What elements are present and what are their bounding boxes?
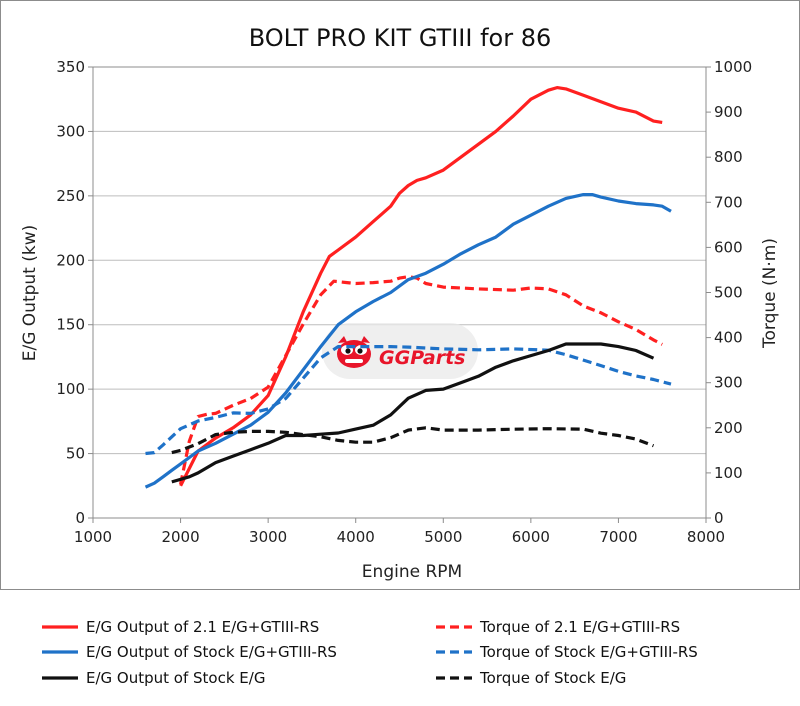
series-line-2 — [144, 193, 672, 489]
x-tick-label-4: 5000 — [424, 528, 462, 546]
series-line-5 — [171, 426, 655, 455]
legend-label-dashed-2: Torque of Stock E/G — [479, 669, 626, 687]
x-axis-title: Engine RPM — [362, 562, 462, 582]
legend-item-dashed-2: Torque of Stock E/G — [436, 669, 626, 687]
legend-item-dashed-0: Torque of 2.1 E/G+GTIII-RS — [436, 618, 680, 636]
y-right-tick-label-1: 100 — [714, 464, 743, 482]
plot-border — [92, 66, 707, 519]
x-tick-label-3: 4000 — [337, 528, 375, 546]
x-tick-label-1: 2000 — [161, 528, 199, 546]
legend-item-dashed-1: Torque of Stock E/G+GTIII-RS — [436, 643, 698, 661]
chart-title: BOLT PRO KIT GTIII for 86 — [249, 24, 552, 52]
y-right-tick-label-7: 700 — [714, 193, 743, 211]
legend-item-solid-1: E/G Output of Stock E/G+GTIII-RS — [42, 643, 337, 661]
y-axis-right-title: Torque (N·m) — [760, 238, 780, 349]
y-right-tick-label-8: 800 — [714, 148, 743, 166]
grid — [93, 66, 706, 519]
legend-label-solid-1: E/G Output of Stock E/G+GTIII-RS — [86, 643, 337, 661]
y-left-tick-label-3: 150 — [56, 316, 85, 334]
x-tick-label-7: 8000 — [687, 528, 725, 546]
watermark-text: GGParts — [379, 347, 465, 369]
legend-label-solid-2: E/G Output of Stock E/G — [86, 669, 265, 687]
legend-item-solid-2: E/G Output of Stock E/G — [42, 669, 265, 687]
legend-label-dashed-0: Torque of 2.1 E/G+GTIII-RS — [479, 618, 680, 636]
y-right-tick-label-4: 400 — [714, 329, 743, 347]
legend-label-solid-0: E/G Output of 2.1 E/G+GTIII-RS — [86, 618, 319, 636]
y-right-tick-label-6: 600 — [714, 238, 743, 256]
y-right-tick-label-3: 300 — [714, 374, 743, 392]
y-right-tick-label-10: 1000 — [714, 58, 752, 76]
y-left-tick-label-1: 50 — [66, 445, 85, 463]
y-right-tick-label-9: 900 — [714, 103, 743, 121]
legend-label-dashed-1: Torque of Stock E/G+GTIII-RS — [479, 643, 698, 661]
mascot-logo-icon — [337, 336, 371, 368]
y-right-tick-label-0: 0 — [714, 509, 724, 527]
x-tick-label-5: 6000 — [512, 528, 550, 546]
y-left-tick-label-5: 250 — [56, 187, 85, 205]
chart-frame — [0, 0, 800, 590]
axes: 1000 2000 3000 4000 5000 6000 7000 800005010015… — [56, 58, 752, 546]
x-tick-label-6: 7000 — [599, 528, 637, 546]
y-axis-left-title: E/G Output (kw) — [20, 225, 40, 362]
x-tick-label-2: 3000 — [249, 528, 287, 546]
series-line-0 — [179, 85, 663, 487]
watermark: GGParts — [322, 323, 478, 379]
y-right-tick-label-5: 500 — [714, 284, 743, 302]
x-tick-label-0: 1000 — [74, 528, 112, 546]
y-left-tick-label-2: 100 — [56, 380, 85, 398]
series-line-3 — [145, 345, 672, 456]
legend-item-solid-0: E/G Output of 2.1 E/G+GTIII-RS — [42, 618, 319, 636]
y-right-tick-label-2: 200 — [714, 419, 743, 437]
y-left-tick-label-4: 200 — [56, 251, 85, 269]
y-left-tick-label-0: 0 — [75, 509, 85, 527]
y-left-tick-label-6: 300 — [56, 122, 85, 140]
y-left-tick-label-7: 350 — [56, 58, 85, 76]
legend: E/G Output of 2.1 E/G+GTIII-RS E/G Output… — [42, 618, 698, 687]
series-line-4 — [171, 342, 655, 484]
series-lines — [144, 85, 672, 489]
series-line-1 — [179, 275, 663, 485]
